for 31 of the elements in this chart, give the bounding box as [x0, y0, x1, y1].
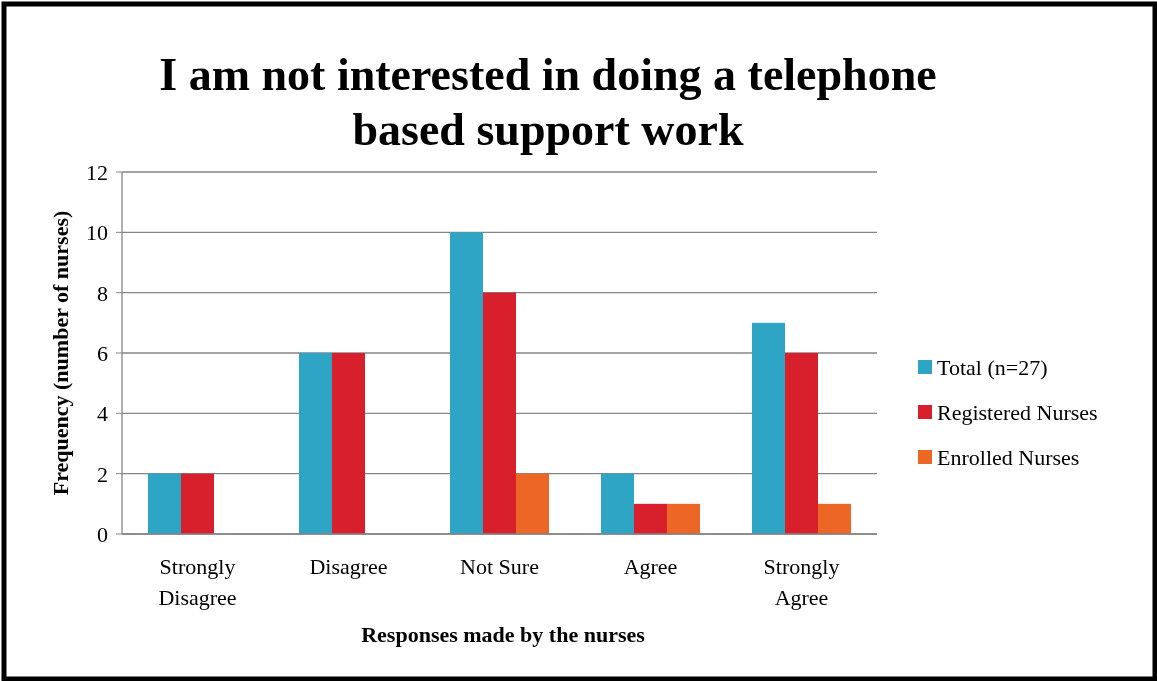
y-axis-title: Frequency (number of nurses)	[48, 210, 73, 496]
y-tick-label: 0	[97, 522, 108, 547]
bar	[601, 473, 634, 534]
bar	[752, 322, 785, 534]
bar	[818, 503, 851, 534]
legend-label: Total (n=27)	[937, 355, 1048, 380]
y-tick-label: 2	[97, 461, 108, 487]
y-tick-label: 4	[97, 401, 108, 427]
bar	[332, 353, 365, 534]
x-axis-title: Responses made by the nurses	[361, 622, 646, 647]
x-tick-label: Strongly Agree	[763, 554, 840, 610]
chart-title: I am not interested in doing a telephone based support work	[159, 49, 937, 155]
legend-label: Enrolled Nurses	[937, 445, 1080, 470]
x-tick-label: Strongly Disagree	[158, 554, 237, 610]
x-tick-label: Disagree	[309, 554, 388, 579]
y-tick-label: 10	[86, 220, 108, 246]
y-tick-label: 6	[97, 341, 108, 366]
x-tick-label: Not Sure	[460, 554, 539, 579]
bar	[299, 353, 332, 534]
bar	[785, 353, 818, 534]
bar	[483, 292, 516, 534]
y-tick-label: 8	[97, 280, 108, 306]
legend-label: Registered Nurses	[937, 400, 1098, 425]
bar	[148, 473, 181, 534]
bar	[450, 232, 483, 534]
y-tick-label: 12	[86, 160, 108, 185]
bar	[181, 473, 214, 534]
bar	[634, 503, 667, 534]
x-tick-label: Agree	[623, 554, 678, 579]
bar	[516, 473, 549, 534]
bar	[667, 503, 700, 534]
